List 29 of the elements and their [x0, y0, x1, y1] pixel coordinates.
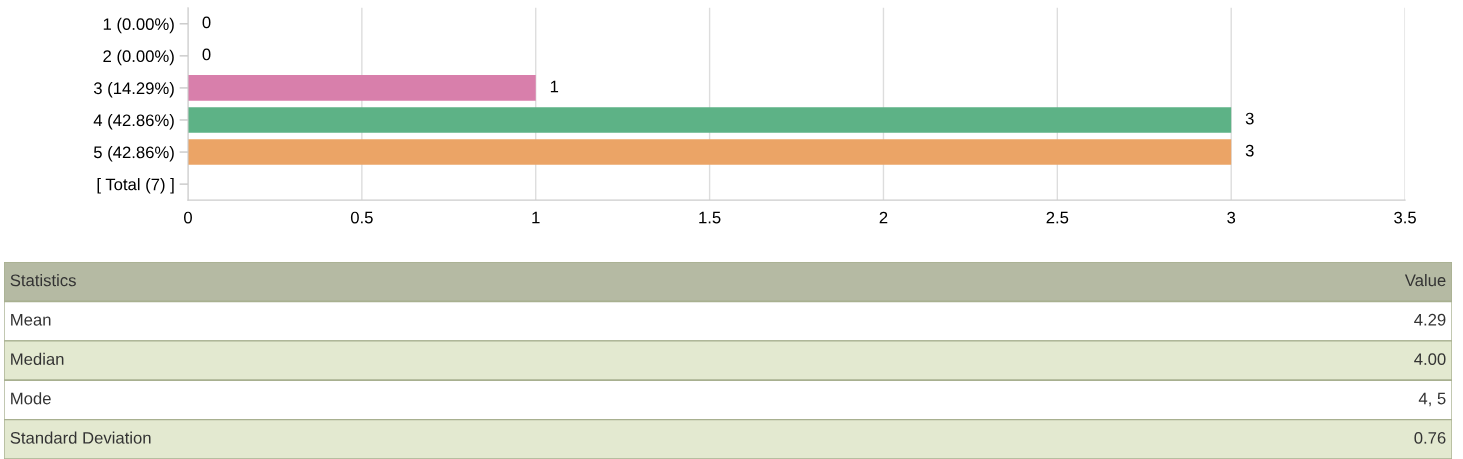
- y-tick-label: 5 (42.86%): [93, 146, 174, 162]
- y-tick-label: 3 (14.29%): [93, 81, 174, 98]
- text: 4.29: [1414, 313, 1446, 326]
- x-tick-label: 3: [1227, 211, 1236, 224]
- text: Median: [11, 352, 64, 366]
- data-label: 0: [202, 48, 211, 61]
- x-tick-label: 0.5: [350, 211, 373, 224]
- text: Standard Deviation: [10, 431, 151, 444]
- text: 4.00: [1414, 353, 1446, 366]
- x-tick-label: 0: [184, 211, 192, 224]
- x-tick-label: 2: [879, 211, 888, 224]
- y-tick-label: 4 (42.86%): [93, 113, 174, 130]
- x-tick-label: 3.5: [1394, 211, 1416, 224]
- text: 0.76: [1414, 431, 1446, 444]
- x-tick-label: 1.5: [699, 211, 721, 224]
- data-label: 0: [202, 16, 211, 29]
- text: 4, 5: [1418, 392, 1446, 407]
- x-tick-label: 1: [532, 211, 540, 224]
- text: Statistics: [10, 274, 76, 287]
- x-tick-label: 2.5: [1046, 211, 1069, 224]
- data-label: 3: [1245, 144, 1254, 157]
- text: Mode: [11, 392, 51, 405]
- text: Value: [1404, 274, 1446, 287]
- data-label: 3: [1245, 112, 1254, 125]
- y-tick-label: 1 (0.00%): [103, 17, 174, 34]
- data-label: 1: [550, 80, 559, 93]
- text: Mean: [11, 314, 51, 326]
- y-tick-label: [ Total (7) ]: [97, 178, 174, 194]
- y-tick-label: 2 (0.00%): [103, 49, 174, 66]
